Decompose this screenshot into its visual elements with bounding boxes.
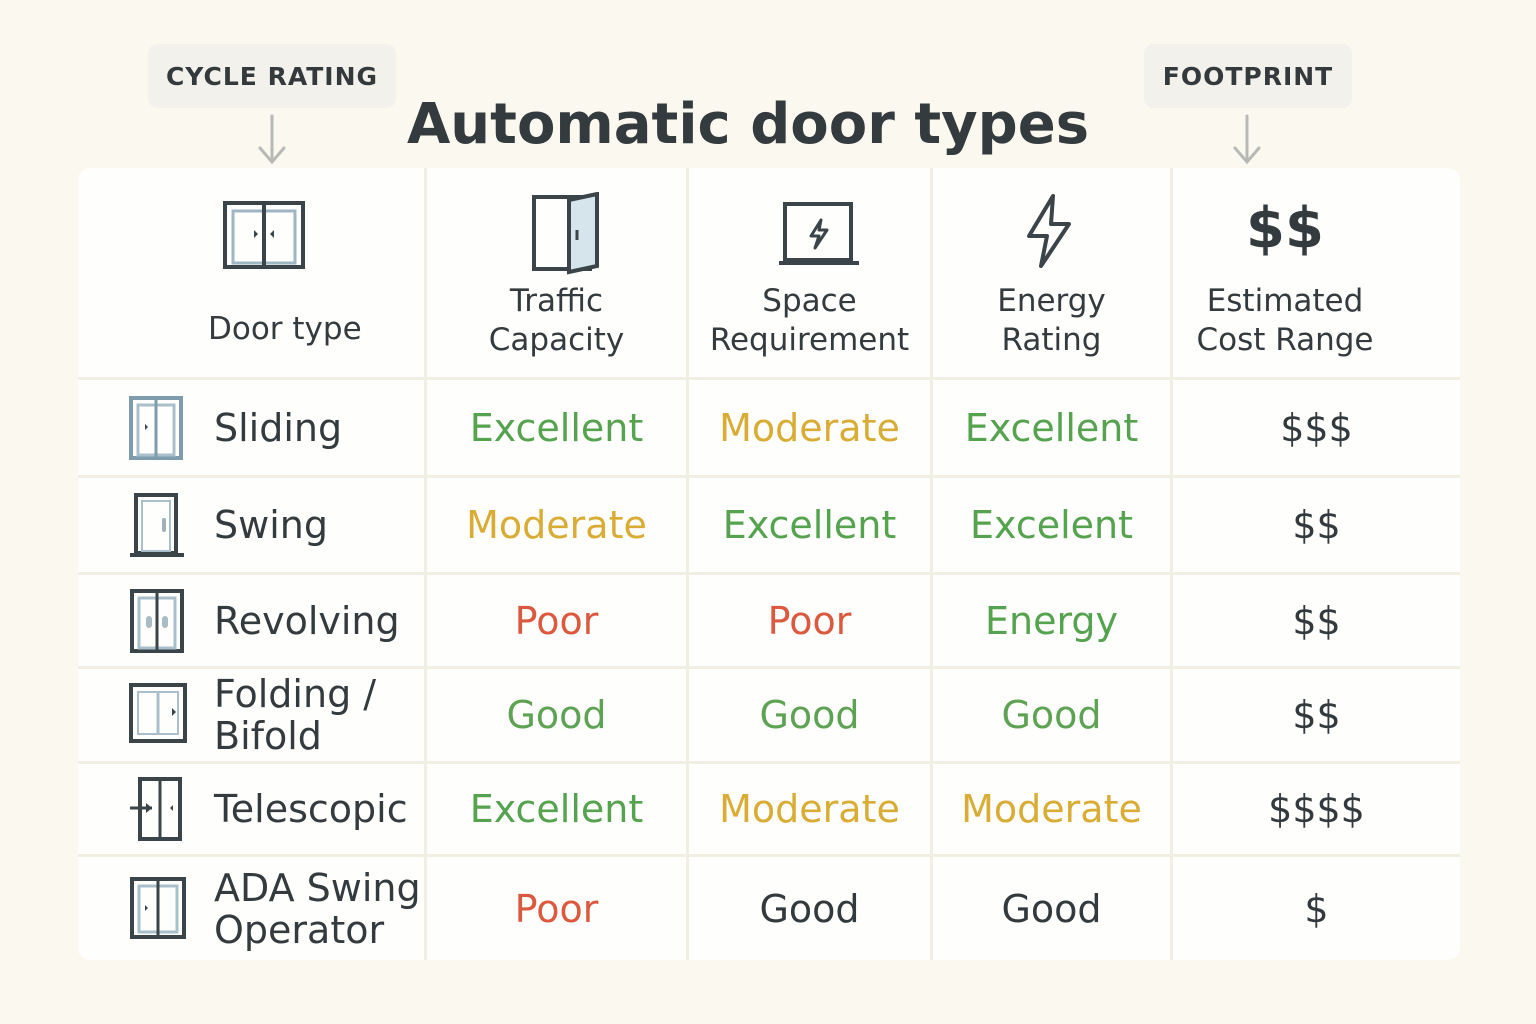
header-door-type: Door type — [78, 168, 424, 378]
header-label: Door type — [208, 311, 362, 347]
traffic-rating-value: Excellent — [469, 405, 644, 450]
ada-door-icon — [130, 876, 186, 939]
door-type-name: Sliding — [214, 405, 343, 450]
space-rating-value: Poor — [767, 598, 852, 643]
page-title: Automatic door types — [406, 92, 1090, 157]
cycle-rating-tag: CYCLE RATING — [148, 44, 396, 108]
door-type-name: Telescopic — [214, 787, 408, 831]
energy-rating-value: Good — [1001, 886, 1102, 931]
door-type-name: Swing — [214, 503, 328, 547]
footprint-tag: FOOTPRINT — [1144, 44, 1352, 108]
energy-rating-value: Excellent — [964, 405, 1139, 450]
space-rating-value: Good — [759, 886, 860, 931]
traffic-rating-value: Good — [506, 693, 607, 737]
traffic-rating-value: Excellent — [469, 787, 644, 831]
cost-value: $$ — [1292, 503, 1341, 547]
cycle-rating-label: CYCLE RATING — [165, 61, 379, 91]
header-label: Energy Rating — [997, 283, 1106, 358]
space-rating-value: Good — [759, 693, 860, 737]
traffic-rating-value: Poor — [514, 886, 599, 931]
open-door-icon — [532, 192, 599, 275]
energy-rating-value: Excelent — [969, 503, 1134, 547]
space-rating-value: Moderate — [719, 787, 900, 831]
lightning-bolt-icon — [1027, 194, 1071, 268]
traffic-rating-value: Poor — [514, 598, 599, 643]
telescopic-door-icon — [130, 777, 182, 841]
cost-value: $ — [1304, 886, 1329, 931]
header-label: Estimated Cost Range — [1196, 283, 1374, 358]
header-label: Space Requirement — [709, 283, 910, 358]
door-type-name: Revolving — [214, 598, 400, 643]
comparison-table: Door type Traffic Capacity Space Require… — [78, 168, 1460, 960]
energy-rating-value: Energy — [984, 598, 1119, 643]
energy-rating-value: Moderate — [961, 787, 1142, 831]
cost-value: $$ — [1292, 693, 1341, 737]
header-label: Traffic Capacity — [488, 283, 625, 358]
header-energy-rating: Energy Rating — [933, 168, 1170, 378]
header-space-requirement: Space Requirement — [689, 168, 930, 378]
swing-door-icon — [130, 493, 184, 557]
space-rating-value: Moderate — [719, 405, 900, 450]
header-estimated-cost: $$ Estimated Cost Range — [1173, 168, 1460, 378]
cost-value: $$$ — [1280, 405, 1353, 450]
revolving-door-icon — [130, 588, 184, 653]
traffic-rating-value: Moderate — [466, 503, 647, 547]
header-traffic-capacity: Traffic Capacity — [427, 168, 686, 378]
door-type-name: ADA Swing Operator — [214, 865, 421, 952]
down-arrow-icon — [1227, 112, 1267, 168]
folding-door-icon — [129, 683, 187, 743]
sliding-door-icon — [129, 395, 183, 460]
energy-rating-value: Good — [1001, 693, 1102, 737]
dollar-sign-icon: $$ — [1246, 196, 1324, 261]
cost-value: $$$$ — [1268, 787, 1365, 831]
space-rating-value: Excellent — [722, 503, 897, 547]
footprint-label: FOOTPRINT — [1162, 61, 1334, 91]
framed-bolt-icon — [779, 202, 859, 265]
door-type-name: Folding / Bifold — [214, 672, 377, 758]
down-arrow-icon — [252, 112, 292, 168]
sliding-door-icon — [223, 201, 305, 269]
cost-value: $$ — [1292, 598, 1341, 643]
